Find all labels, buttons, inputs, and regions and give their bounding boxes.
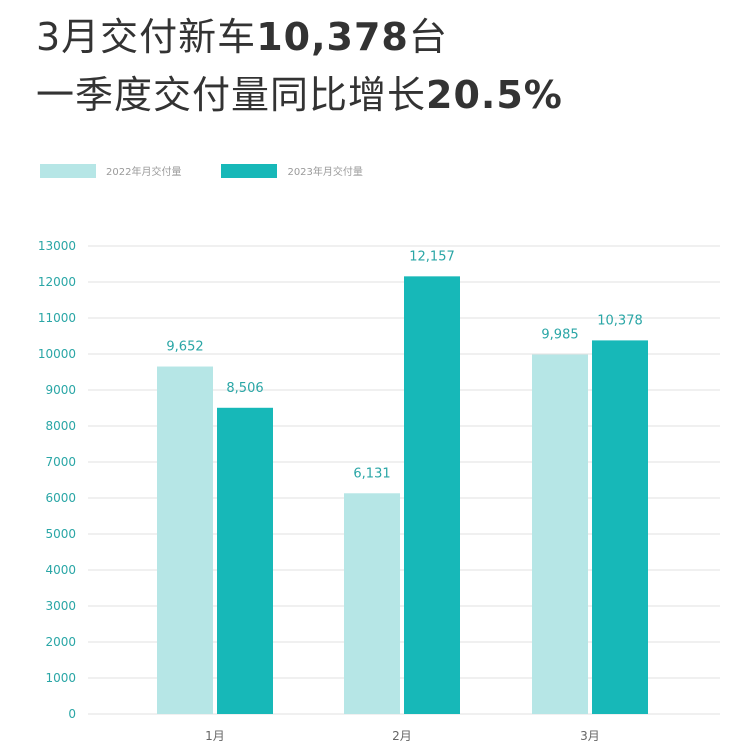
y-tick-label: 8000 bbox=[45, 419, 76, 433]
bar-2022 bbox=[532, 354, 588, 714]
legend-label-2023: 2023年月交付量 bbox=[287, 167, 363, 178]
y-tick-label: 7000 bbox=[45, 455, 76, 469]
y-tick-label: 11000 bbox=[38, 311, 76, 325]
legend-swatch-2023 bbox=[221, 163, 278, 178]
headline-line-1-suffix: 台 bbox=[408, 15, 448, 59]
y-tick-label: 9000 bbox=[45, 383, 76, 397]
data-label: 10,378 bbox=[597, 313, 643, 328]
legend-label-2022: 2022年月交付量 bbox=[106, 167, 182, 178]
y-tick-label: 10000 bbox=[38, 347, 76, 361]
data-label: 6,131 bbox=[353, 466, 390, 481]
y-tick-label: 13000 bbox=[38, 239, 76, 253]
bar-2022 bbox=[157, 366, 213, 714]
headline-line-2-prefix: 一季度交付量同比增长 bbox=[36, 73, 427, 117]
x-tick-label: 3月 bbox=[580, 729, 600, 743]
bar-2022 bbox=[344, 493, 400, 714]
y-tick-label: 12000 bbox=[38, 275, 76, 289]
legend-item-2023: 2023年月交付量 bbox=[221, 163, 363, 178]
data-label: 9,652 bbox=[166, 340, 203, 355]
data-label: 8,506 bbox=[226, 381, 263, 396]
x-tick-label: 2月 bbox=[392, 729, 412, 743]
y-tick-label: 0 bbox=[68, 707, 76, 721]
chart-legend: 2022年月交付量 2023年月交付量 bbox=[40, 163, 403, 178]
y-tick-label: 3000 bbox=[45, 599, 76, 613]
x-tick-label: 1月 bbox=[205, 729, 225, 743]
data-label: 12,157 bbox=[409, 249, 455, 264]
bar-2023 bbox=[592, 340, 648, 714]
y-tick-label: 4000 bbox=[45, 563, 76, 577]
bar-2023 bbox=[217, 407, 273, 714]
legend-swatch-2022 bbox=[40, 163, 96, 178]
headline-line-2-value: 20.5% bbox=[426, 73, 563, 117]
y-tick-label: 6000 bbox=[45, 491, 76, 505]
headline-line-1-value: 10,378 bbox=[256, 15, 409, 59]
legend-item-2022: 2022年月交付量 bbox=[40, 163, 181, 178]
y-tick-label: 2000 bbox=[45, 635, 76, 649]
data-label: 9,985 bbox=[541, 328, 578, 343]
headline-line-1-prefix: 3月交付新车 bbox=[36, 15, 257, 59]
y-tick-label: 5000 bbox=[45, 527, 76, 541]
y-tick-label: 1000 bbox=[45, 671, 76, 685]
headline-line-1: 3月交付新车10,378台 bbox=[36, 6, 448, 61]
headline-line-2: 一季度交付量同比增长20.5% bbox=[36, 64, 563, 119]
bar-2023 bbox=[404, 276, 460, 714]
